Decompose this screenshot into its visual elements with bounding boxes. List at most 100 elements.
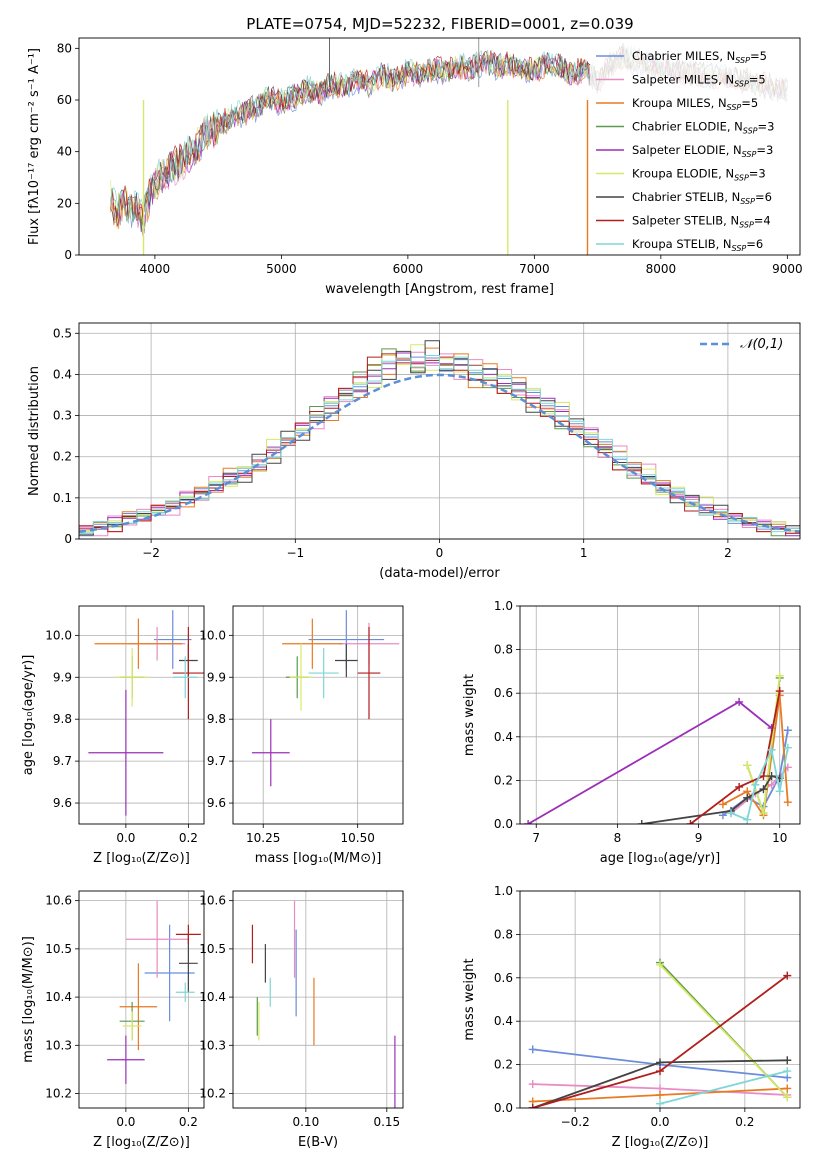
- weight-vs-age-marker-2-4: [783, 798, 792, 807]
- legend-subscript: SSP: [727, 103, 742, 112]
- residuals-x-tick-label: −2: [142, 546, 160, 560]
- age-vs-mass-y-tick-label: 10.0: [199, 628, 226, 642]
- weight-vs-z-series-7: [659, 1070, 788, 1105]
- legend-label-0: Chabrier MILES, NSSP=5: [632, 49, 767, 65]
- weight-vs-age-marker-8-0: [727, 809, 736, 818]
- weight-vs-z-x-tick-label: 0.0: [650, 1115, 669, 1129]
- weight-vs-age-marker-0-4: [783, 726, 792, 735]
- spectrum-x-tick-label: 5000: [266, 262, 297, 276]
- age-vs-z-plot-area: [88, 610, 204, 816]
- weight-vs-age-x-tick-label: 10: [772, 831, 787, 845]
- age-vs-z-y-tick-label: 9.9: [53, 670, 72, 684]
- weight-vs-z-marker-5-1: [656, 1058, 664, 1067]
- spectrum-x-tick-label: 6000: [393, 262, 424, 276]
- weight-vs-z-y-tick-label: 0.8: [494, 927, 513, 941]
- residuals-y-tick-label: 0.5: [53, 326, 72, 340]
- legend-name: Kroupa ELODIE, N: [632, 167, 734, 181]
- legend-count: =6: [746, 237, 763, 251]
- weight-vs-z-plot-area: [528, 958, 792, 1108]
- age-vs-z-y-label: age [log₁₀(age/yr)]: [21, 655, 36, 776]
- weight-vs-age-marker-6-3: [759, 785, 768, 794]
- mass-vs-z-plot-area: [107, 900, 201, 1084]
- weight-vs-age-marker-8-1: [743, 815, 752, 824]
- weight-vs-age-marker-7-1: [735, 782, 744, 791]
- weight-vs-age-marker-6-4: [767, 772, 776, 781]
- residuals-panel: −2 −1 0 1 2 0 0.1 0.2 0.3 0.4 0.5 (data-model)/erro…: [27, 322, 801, 581]
- mass-vs-z-x-tick-label: 0.0: [116, 1115, 135, 1129]
- residuals-frame: [78, 322, 801, 540]
- spectrum-y-label: Flux [fλ10⁻¹⁷ erg cm⁻² s⁻¹ A⁻¹]: [27, 48, 42, 245]
- mass-vs-ebv-x-tick-label: 0.10: [292, 1115, 319, 1129]
- age-vs-mass-y-tick-label: 9.7: [207, 754, 226, 768]
- residuals-y-label: Normed distribution: [27, 366, 42, 496]
- legend-name: Salpeter ELODIE, N: [632, 143, 742, 157]
- legend-count: =3: [749, 167, 766, 181]
- mass-vs-z-y-tick-label: 10.2: [45, 1087, 72, 1101]
- residuals-y-tick-label: 0: [64, 532, 72, 546]
- weight-vs-z-marker-0-0: [528, 1045, 537, 1054]
- weight-vs-age-marker-7-2: [759, 772, 768, 781]
- weight-vs-z-x-tick-label: 0.2: [735, 1115, 754, 1129]
- mass-vs-z-panel: 0.0 0.2 10.2 10.3 10.4 10.5 10.6 Z [log₁₀(Z/Z⊙)…: [21, 890, 205, 1150]
- spectrum-x-tick-label: 4000: [140, 262, 171, 276]
- weight-vs-age-marker-6-0: [637, 820, 646, 824]
- legend-count: =6: [755, 190, 772, 204]
- weight-vs-z-panel: −0.2 0.0 0.2 0.0 0.2 0.4 0.6 0.8 1.0 Z [log₁₀(Z/Z…: [462, 884, 801, 1150]
- age-vs-mass-frame: [232, 605, 404, 825]
- age-vs-z-panel: 0.0 0.2 9.6 9.7 9.8 9.9 10.0 Z [log₁₀(Z/Z⊙)] age…: [21, 605, 205, 866]
- weight-vs-age-marker-5-2: [775, 671, 784, 680]
- mass-vs-ebv-x-tick-label: 0.15: [373, 1115, 400, 1129]
- spectrum-x-tick-label: 8000: [646, 262, 677, 276]
- mass-vs-z-x-tick-label: 0.2: [179, 1115, 198, 1129]
- legend-subscript: SSP: [732, 244, 747, 253]
- weight-vs-age-x-tick-label: 7: [532, 831, 540, 845]
- legend-subscript: SSP: [740, 197, 755, 206]
- weight-vs-z-marker-6-2: [783, 971, 792, 980]
- mass-vs-ebv-y-tick-label: 10.2: [199, 1087, 226, 1101]
- weight-vs-age-marker-8-4: [775, 787, 784, 796]
- legend-count: =3: [756, 143, 773, 157]
- figure-title: PLATE=0754, MJD=52232, FIBERID=0001, z=0…: [246, 15, 633, 33]
- legend-label-4: Salpeter ELODIE, NSSP=3: [632, 143, 773, 159]
- weight-vs-z-marker-2-2: [783, 1084, 792, 1093]
- weight-vs-age-y-tick-label: 0.0: [494, 817, 513, 831]
- legend-background: [590, 44, 795, 249]
- legend-count: =5: [750, 49, 767, 63]
- residuals-y-tick-label: 0.4: [53, 367, 72, 381]
- weight-vs-z-y-tick-label: 0.4: [494, 1014, 513, 1028]
- legend-subscript: SSP: [734, 174, 749, 183]
- age-vs-mass-panel: 10.25 10.50 9.6 9.7 9.8 9.9 10.0 mass [log₁₀(M/…: [199, 605, 404, 866]
- weight-vs-age-y-tick-label: 1.0: [494, 599, 513, 613]
- residuals-x-label: (data-model)/error: [379, 566, 500, 581]
- legend-count: =4: [754, 214, 771, 228]
- weight-vs-age-marker-4-1: [735, 697, 744, 706]
- mass-vs-z-y-tick-label: 10.4: [45, 990, 72, 1004]
- weight-vs-age-marker-4-0: [524, 820, 533, 824]
- age-vs-z-y-tick-label: 9.7: [53, 754, 72, 768]
- mass-vs-ebv-y-tick-label: 10.5: [199, 942, 226, 956]
- residuals-x-tick-label: 1: [580, 546, 588, 560]
- spectrum-y-tick-label: 0: [64, 248, 72, 262]
- weight-vs-age-panel: 7 8 9 10 0.0 0.2 0.4 0.6 0.8 1.0 age [log₁₀(age/yr…: [462, 599, 801, 866]
- legend-label-6: Chabrier STELIB, NSSP=6: [632, 190, 772, 206]
- weight-vs-age-y-label: mass weight: [462, 674, 477, 756]
- legend-name: Chabrier ELODIE, N: [632, 120, 743, 134]
- mass-vs-ebv-panel: 0.10 0.15 10.2 10.3 10.4 10.5 10.6 E(B-V): [199, 890, 404, 1150]
- weight-vs-age-marker-1-2: [767, 780, 776, 789]
- weight-vs-z-marker-2-1: [656, 1090, 664, 1099]
- legend-label-3: Chabrier ELODIE, NSSP=3: [632, 120, 774, 136]
- spectrum-y-tick-label: 80: [57, 41, 72, 55]
- residuals-y-tick-label: 0.3: [53, 409, 72, 423]
- legend-count: =5: [749, 73, 766, 87]
- residuals-legend: 𝒩(0,1): [700, 337, 783, 352]
- age-vs-mass-plot-area: [251, 610, 400, 787]
- spectrum-x-tick-label: 9000: [772, 262, 803, 276]
- age-vs-z-y-tick-label: 10.0: [45, 628, 72, 642]
- mass-vs-z-frame: [78, 890, 205, 1109]
- residuals-x-tick-label: −1: [286, 546, 304, 560]
- mass-vs-ebv-frame: [232, 890, 404, 1109]
- legend-subscript: SSP: [739, 221, 754, 230]
- spectrum-x-label: wavelength [Angstrom, rest frame]: [325, 282, 554, 297]
- spectrum-y-tick-label: 40: [57, 145, 72, 159]
- weight-vs-age-x-tick-label: 8: [614, 831, 622, 845]
